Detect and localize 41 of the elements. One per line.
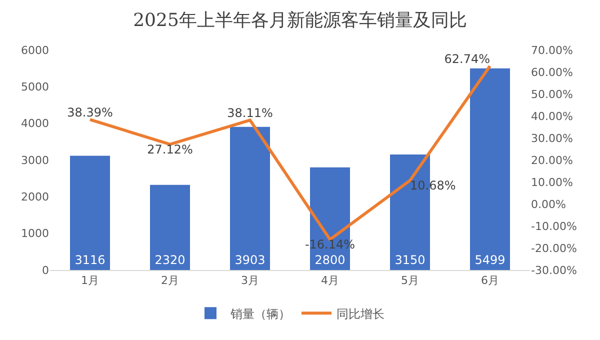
y-tick-label: 3000 (21, 154, 49, 167)
bar (230, 126, 270, 270)
bar (70, 156, 110, 270)
y-tick-label: 4000 (21, 117, 49, 130)
y2-tick-label: -30.00% (531, 264, 577, 277)
data-label: 38.11% (227, 106, 273, 120)
x-tick-label: 1月 (81, 274, 99, 288)
x-tick-label: 2月 (161, 274, 179, 288)
y2-tick-label: -10.00% (531, 220, 577, 233)
data-label: 62.74% (444, 52, 490, 66)
y2-tick-label: 30.00% (531, 132, 573, 145)
x-tick-label: 6月 (481, 274, 499, 288)
y2-tick-label: -20.00% (531, 242, 577, 255)
bar (150, 184, 190, 270)
data-label: 3116 (74, 253, 106, 267)
bar (470, 68, 510, 270)
y2-tick-label: 60.00% (531, 66, 573, 79)
x-tick-label: 4月 (321, 274, 339, 288)
data-label: 3150 (394, 253, 426, 267)
data-label: 2320 (154, 253, 186, 267)
legend-label: 销量（辆） (230, 306, 290, 321)
data-label: 27.12% (147, 142, 193, 156)
y-tick-label: 0 (42, 264, 49, 277)
y2-tick-label: 20.00% (531, 154, 573, 167)
x-tick-label: 5月 (401, 274, 419, 288)
y-tick-label: 6000 (21, 44, 49, 57)
legend-label: 同比增长 (336, 306, 384, 321)
x-tick-label: 3月 (241, 274, 259, 288)
data-label: 5499 (474, 253, 506, 267)
data-label: 2800 (314, 253, 346, 267)
chart-title: 2025年上半年各月新能源客车销量及同比 (133, 10, 467, 32)
y-tick-label: 1000 (21, 227, 49, 240)
y-tick-label: 2000 (21, 190, 49, 204)
y2-tick-label: 40.00% (531, 110, 573, 123)
y2-tick-label: 10.00% (531, 176, 573, 189)
y2-tick-label: 70.00% (531, 44, 573, 57)
y2-tick-label: 0.00% (531, 198, 566, 211)
data-label: 3903 (234, 253, 266, 267)
y-tick-label: 5000 (21, 80, 49, 94)
y2-tick-label: 50.00% (531, 88, 573, 101)
data-label: 38.39% (67, 106, 113, 120)
